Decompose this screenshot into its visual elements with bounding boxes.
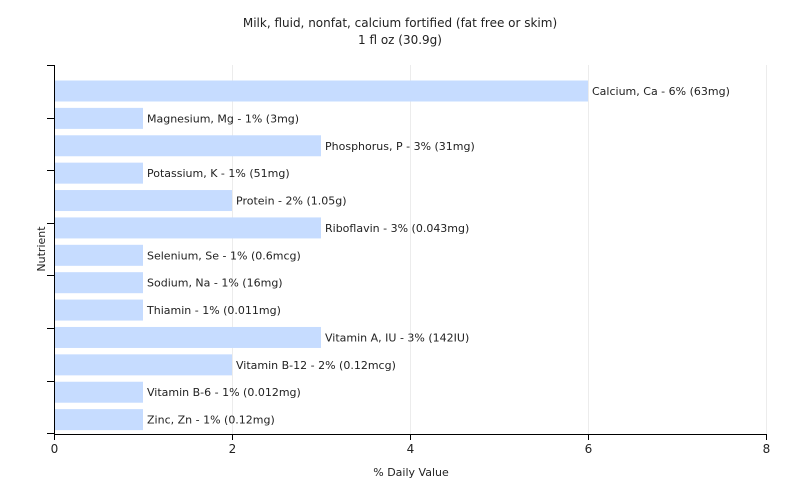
bar-label: Sodium, Na - 1% (16mg) [147, 277, 283, 290]
bar-label: Magnesium, Mg - 1% (3mg) [147, 112, 299, 125]
grid [232, 65, 767, 434]
x-tick-label: 8 [763, 442, 771, 456]
bar [55, 244, 143, 266]
bar-label: Riboflavin - 3% (0.043mg) [325, 222, 469, 235]
chart-title: Milk, fluid, nonfat, calcium fortified (… [243, 16, 557, 30]
bar [55, 299, 143, 321]
bar [55, 326, 321, 348]
x-tick-label: 6 [585, 442, 593, 456]
bar [55, 381, 143, 403]
bar-label: Vitamin B-6 - 1% (0.012mg) [147, 386, 301, 399]
bar-label: Potassium, K - 1% (51mg) [147, 167, 290, 180]
bar [55, 162, 143, 184]
bar [55, 217, 321, 239]
bar-label: Thiamin - 1% (0.011mg) [146, 304, 281, 317]
bar [55, 190, 232, 212]
bar [55, 354, 232, 376]
bar-label: Vitamin B-12 - 2% (0.12mcg) [236, 359, 396, 372]
x-axis-label: % Daily Value [373, 466, 449, 479]
bar-label: Protein - 2% (1.05g) [236, 195, 347, 208]
bars: Calcium, Ca - 6% (63mg) Magnesium, Mg - 1… [55, 80, 730, 431]
bar-label: Selenium, Se - 1% (0.6mcg) [147, 249, 301, 262]
bar [55, 272, 143, 294]
x-tick-label: 0 [51, 442, 59, 456]
bar-label: Calcium, Ca - 6% (63mg) [592, 85, 730, 98]
chart-subtitle: 1 fl oz (30.9g) [358, 33, 442, 47]
y-axis-label: Nutrient [35, 226, 48, 272]
bar [55, 107, 143, 129]
bar-label: Zinc, Zn - 1% (0.12mg) [147, 414, 275, 427]
bar [55, 80, 588, 102]
x-tick-label: 2 [229, 442, 237, 456]
bar-label: Phosphorus, P - 3% (31mg) [325, 140, 475, 153]
x-tick-label: 4 [407, 442, 415, 456]
bar-label: Vitamin A, IU - 3% (142IU) [325, 331, 469, 344]
bar [55, 409, 143, 431]
axes: 0 2 4 6 8 [47, 65, 770, 456]
bar [55, 135, 321, 157]
